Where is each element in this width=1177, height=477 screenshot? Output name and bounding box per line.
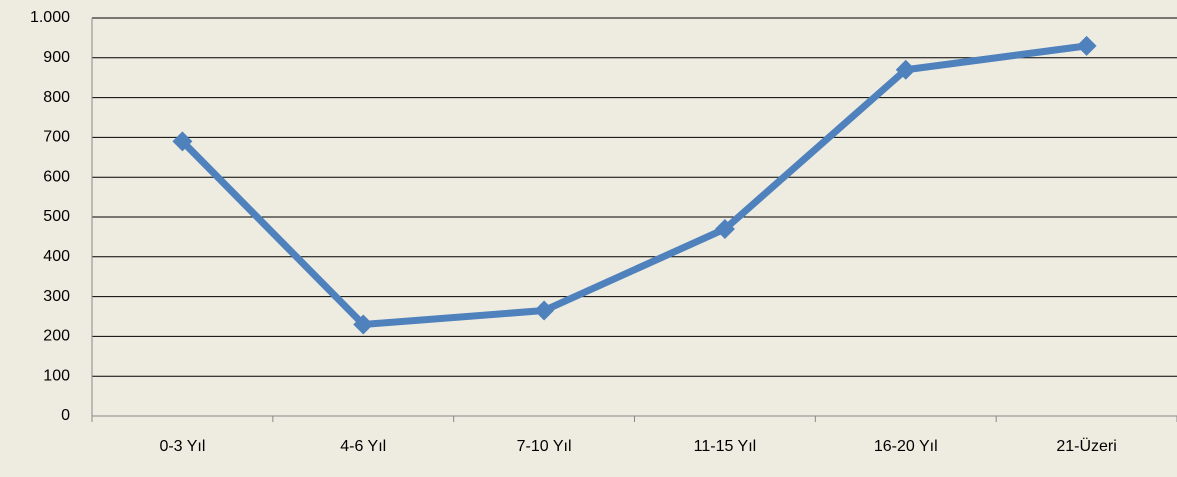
- series-line: [179, 42, 1088, 328]
- y-tick-label: 900: [43, 49, 70, 66]
- x-tick-label: 16-20 Yıl: [874, 438, 938, 455]
- x-tick-label: 4-6 Yıl: [340, 438, 386, 455]
- y-tick-label: 200: [43, 328, 70, 345]
- y-tick-label: 0: [61, 407, 70, 424]
- marker: [172, 131, 193, 152]
- y-tick-label: 700: [43, 129, 70, 146]
- marker: [895, 59, 916, 80]
- x-tick-label: 11-15 Yıl: [694, 438, 757, 455]
- x-tick-label: 0-3 Yıl: [159, 438, 205, 455]
- marker: [534, 300, 555, 321]
- y-tick-label: 500: [43, 208, 70, 225]
- marker: [714, 218, 735, 239]
- marker: [1076, 35, 1097, 56]
- x-tick-label: 7-10 Yıl: [517, 438, 572, 455]
- y-tick-label: 300: [43, 288, 70, 305]
- y-tick-label: 600: [43, 168, 70, 185]
- y-tick-label: 1.000: [30, 9, 70, 26]
- marker: [353, 314, 374, 335]
- y-tick-label: 100: [43, 367, 70, 384]
- x-tick-label: 21-Üzeri: [1056, 437, 1116, 455]
- y-tick-label: 400: [43, 248, 70, 265]
- y-tick-label: 800: [43, 89, 70, 106]
